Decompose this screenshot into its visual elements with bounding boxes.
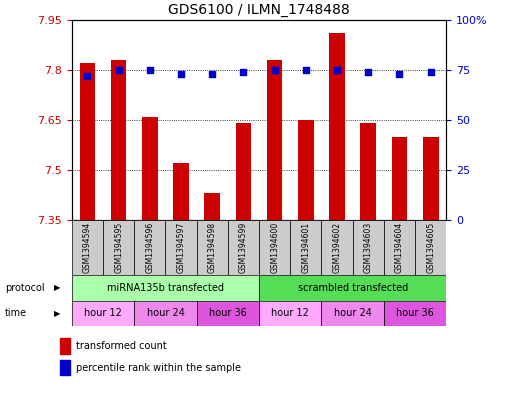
Point bbox=[83, 73, 91, 79]
Bar bbox=[267, 60, 283, 220]
Bar bbox=[72, 275, 259, 301]
Point bbox=[208, 71, 216, 77]
Bar bbox=[259, 301, 322, 326]
Bar bbox=[353, 220, 384, 275]
Text: scrambled transfected: scrambled transfected bbox=[298, 283, 408, 293]
Text: ▶: ▶ bbox=[54, 309, 61, 318]
Text: hour 12: hour 12 bbox=[84, 309, 122, 318]
Point bbox=[396, 71, 404, 77]
Bar bbox=[361, 123, 376, 220]
Text: GSM1394594: GSM1394594 bbox=[83, 222, 92, 273]
Point bbox=[114, 67, 123, 73]
Bar bbox=[103, 220, 134, 275]
Bar bbox=[72, 301, 134, 326]
Bar bbox=[72, 220, 103, 275]
Bar bbox=[228, 220, 259, 275]
Bar bbox=[423, 136, 439, 220]
Bar bbox=[111, 60, 126, 220]
Point bbox=[364, 69, 372, 75]
Bar bbox=[259, 275, 446, 301]
Bar bbox=[322, 301, 384, 326]
Text: ▶: ▶ bbox=[54, 283, 61, 292]
Text: GSM1394600: GSM1394600 bbox=[270, 222, 279, 273]
Point bbox=[270, 67, 279, 73]
Bar bbox=[384, 220, 415, 275]
Bar bbox=[196, 301, 259, 326]
Point bbox=[333, 67, 341, 73]
Point bbox=[302, 67, 310, 73]
Text: miRNA135b transfected: miRNA135b transfected bbox=[107, 283, 224, 293]
Text: GSM1394605: GSM1394605 bbox=[426, 222, 435, 273]
Bar bbox=[415, 220, 446, 275]
Bar bbox=[134, 301, 196, 326]
Bar bbox=[235, 123, 251, 220]
Text: protocol: protocol bbox=[5, 283, 45, 293]
Bar bbox=[142, 116, 157, 220]
Point bbox=[177, 71, 185, 77]
Text: time: time bbox=[5, 309, 27, 318]
Text: percentile rank within the sample: percentile rank within the sample bbox=[76, 363, 241, 373]
Text: GSM1394597: GSM1394597 bbox=[176, 222, 186, 273]
Text: transformed count: transformed count bbox=[76, 341, 167, 351]
Bar bbox=[165, 220, 196, 275]
Point bbox=[146, 67, 154, 73]
Bar bbox=[259, 220, 290, 275]
Bar bbox=[290, 220, 322, 275]
Text: hour 12: hour 12 bbox=[271, 309, 309, 318]
Text: hour 24: hour 24 bbox=[334, 309, 371, 318]
Text: GSM1394595: GSM1394595 bbox=[114, 222, 123, 273]
Bar bbox=[80, 63, 95, 220]
Text: GSM1394601: GSM1394601 bbox=[301, 222, 310, 273]
Text: GSM1394603: GSM1394603 bbox=[364, 222, 373, 273]
Text: hour 36: hour 36 bbox=[396, 309, 434, 318]
Bar bbox=[134, 220, 165, 275]
Text: GSM1394596: GSM1394596 bbox=[145, 222, 154, 273]
Text: hour 24: hour 24 bbox=[147, 309, 184, 318]
Bar bbox=[329, 33, 345, 220]
Text: GSM1394598: GSM1394598 bbox=[208, 222, 217, 273]
Text: GSM1394604: GSM1394604 bbox=[395, 222, 404, 273]
Bar bbox=[60, 338, 70, 354]
Text: GSM1394602: GSM1394602 bbox=[332, 222, 342, 273]
Bar bbox=[392, 136, 407, 220]
Point bbox=[240, 69, 248, 75]
Bar bbox=[196, 220, 228, 275]
Title: GDS6100 / ILMN_1748488: GDS6100 / ILMN_1748488 bbox=[168, 3, 350, 17]
Bar bbox=[205, 193, 220, 220]
Bar bbox=[322, 220, 353, 275]
Bar bbox=[173, 163, 189, 220]
Bar bbox=[384, 301, 446, 326]
Bar bbox=[60, 360, 70, 375]
Text: GSM1394599: GSM1394599 bbox=[239, 222, 248, 273]
Point bbox=[427, 69, 435, 75]
Text: hour 36: hour 36 bbox=[209, 309, 247, 318]
Bar bbox=[298, 120, 313, 220]
